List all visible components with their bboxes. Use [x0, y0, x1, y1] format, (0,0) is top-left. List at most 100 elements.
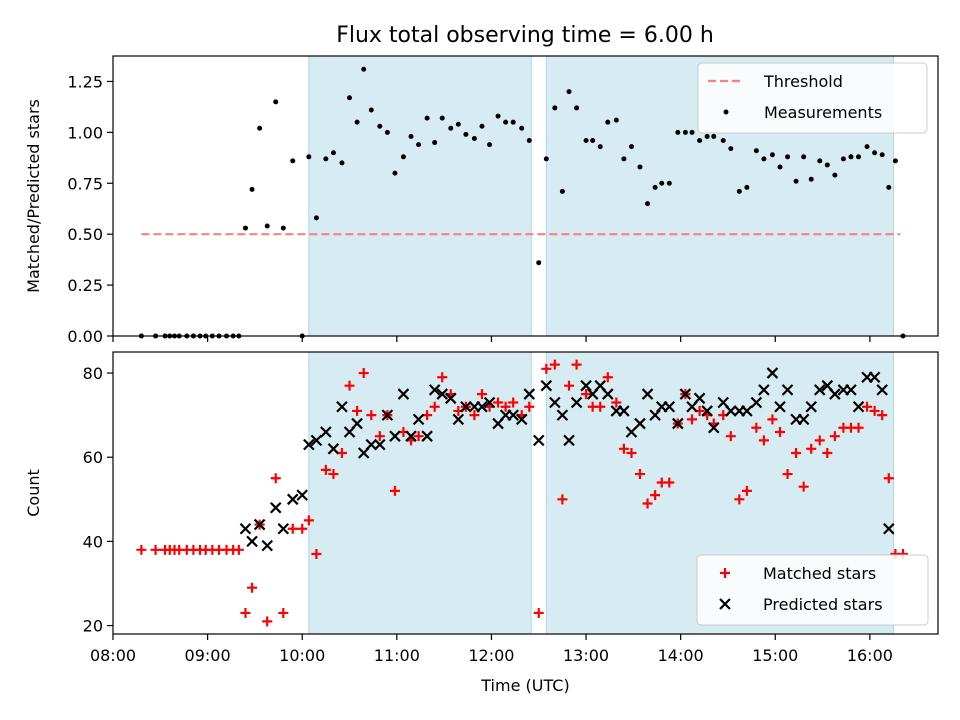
matched-star-point: [798, 481, 809, 492]
matched-star-point: [469, 410, 480, 421]
predicted-star-point: [741, 405, 753, 417]
measurement-point: [628, 144, 634, 150]
legend-label: Predicted stars: [763, 595, 883, 614]
measurement-point: [313, 215, 319, 221]
matched-star-point: [541, 363, 552, 374]
matched-star-point: [413, 431, 424, 442]
measurement-point: [323, 156, 329, 162]
predicted-star-point: [845, 384, 857, 396]
predicted-star-point: [444, 392, 457, 405]
x-tick-label: 14:00: [658, 646, 704, 665]
measurement-point: [753, 148, 759, 154]
predicted-star-point: [563, 434, 575, 447]
measurement-point: [840, 156, 846, 162]
predicted-star-point: [428, 384, 441, 396]
measurement-point: [777, 164, 783, 170]
predicted-star-point: [436, 388, 449, 400]
y-tick-label: 1.25: [67, 72, 103, 91]
measurement-point: [761, 156, 767, 162]
legend-matched-swatch: [720, 568, 730, 578]
predicted-star-point: [602, 388, 614, 400]
predicted-star-point: [852, 400, 865, 413]
y-tick-label: 60: [83, 448, 103, 467]
measurement-point: [439, 115, 445, 121]
predicted-star-point: [774, 400, 786, 413]
measurement-point: [824, 162, 830, 168]
predicted-star-point: [797, 413, 810, 426]
x-tick-label: 11:00: [374, 646, 420, 665]
top-panel: 0.00 0.25 0.50 0.75 1.00 1.25 Matched/Predicte…: [24, 55, 939, 346]
measurement-point: [249, 186, 255, 192]
matched-star-point: [862, 401, 873, 412]
matched-star-point: [270, 473, 281, 484]
predicted-star-point: [412, 413, 425, 426]
matched-star-point: [524, 401, 535, 412]
axes-frame: [112, 55, 939, 337]
y-axis-label: Count: [24, 469, 43, 517]
matched-star-point: [278, 607, 289, 618]
measurement-point: [543, 156, 549, 162]
y-axis-label: Matched/Predicted stars: [24, 99, 43, 293]
predicted-star-point: [641, 388, 654, 400]
matched-star-point: [557, 494, 568, 505]
matched-star-point: [829, 431, 840, 442]
predicted-star-point: [570, 396, 583, 409]
y-tick-label: 80: [83, 364, 103, 383]
bottom-legend: Matched stars Predicted stars: [696, 554, 929, 626]
y-tick-label: 1.00: [67, 123, 103, 142]
measurement-point: [400, 154, 406, 160]
matched-star-point: [476, 389, 487, 400]
measurement-point: [377, 123, 383, 129]
x-tick-label: 13:00: [563, 646, 609, 665]
measurement-point: [613, 117, 619, 123]
measurement-point: [463, 131, 469, 137]
matched-star-point: [311, 549, 322, 560]
measurement-point: [408, 133, 414, 139]
predicted-star-point: [750, 396, 763, 409]
y-tick-label: 0.50: [67, 225, 103, 244]
measurement-point: [566, 89, 572, 95]
predicted-star-point: [277, 522, 290, 535]
predicted-star-point: [483, 396, 496, 409]
matched-star-point: [883, 473, 894, 484]
measurement-point: [744, 184, 750, 190]
measurement-point: [339, 160, 345, 166]
predicted-star-point: [269, 501, 282, 514]
matched-star-point: [344, 380, 355, 391]
matched-star-point: [303, 515, 314, 526]
matched-star-point: [571, 359, 582, 370]
predicted-star-point: [829, 388, 841, 400]
measurement-point: [368, 107, 374, 113]
predicted-star-point: [365, 438, 378, 451]
measurement-point: [242, 225, 248, 231]
measurement-point: [583, 138, 589, 144]
matched-star-point: [136, 544, 147, 555]
predicted-star-point: [261, 539, 273, 552]
measurement-point: [526, 138, 532, 144]
matched-star-point: [687, 414, 698, 425]
matched-star-point: [320, 464, 331, 475]
measurement-point: [330, 150, 336, 156]
matched-star-point: [533, 607, 544, 618]
predicted-star-point: [286, 493, 299, 506]
measurement-point: [817, 158, 823, 164]
measurement-point: [559, 188, 565, 194]
measurement-point: [354, 119, 360, 125]
y-tick-label: 20: [83, 617, 103, 636]
predicted-star-point: [649, 409, 661, 421]
predicted-star-point: [320, 426, 332, 438]
predicted-star-point: [634, 417, 646, 430]
matched-star-point: [581, 389, 592, 400]
y-tick-label: 0.25: [67, 276, 103, 295]
predicted-star-point: [672, 417, 684, 430]
legend-box: [696, 554, 929, 626]
measurement-point: [652, 184, 658, 190]
measurement-point: [503, 119, 509, 125]
matched-star-point: [782, 469, 793, 480]
measurement-point: [704, 133, 710, 139]
matched-star-point: [262, 616, 273, 627]
measurement-point: [495, 113, 501, 119]
predicted-star-point: [452, 413, 465, 426]
measurement-point: [645, 201, 651, 207]
legend-label: Matched stars: [763, 564, 876, 583]
